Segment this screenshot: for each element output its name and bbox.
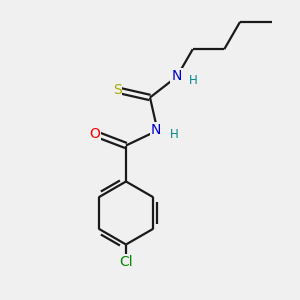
Text: O: O: [89, 127, 100, 140]
Text: S: S: [112, 83, 122, 97]
Text: Cl: Cl: [119, 256, 133, 269]
Text: N: N: [151, 124, 161, 137]
Text: N: N: [171, 70, 182, 83]
Text: H: H: [169, 128, 178, 141]
Text: H: H: [189, 74, 198, 87]
